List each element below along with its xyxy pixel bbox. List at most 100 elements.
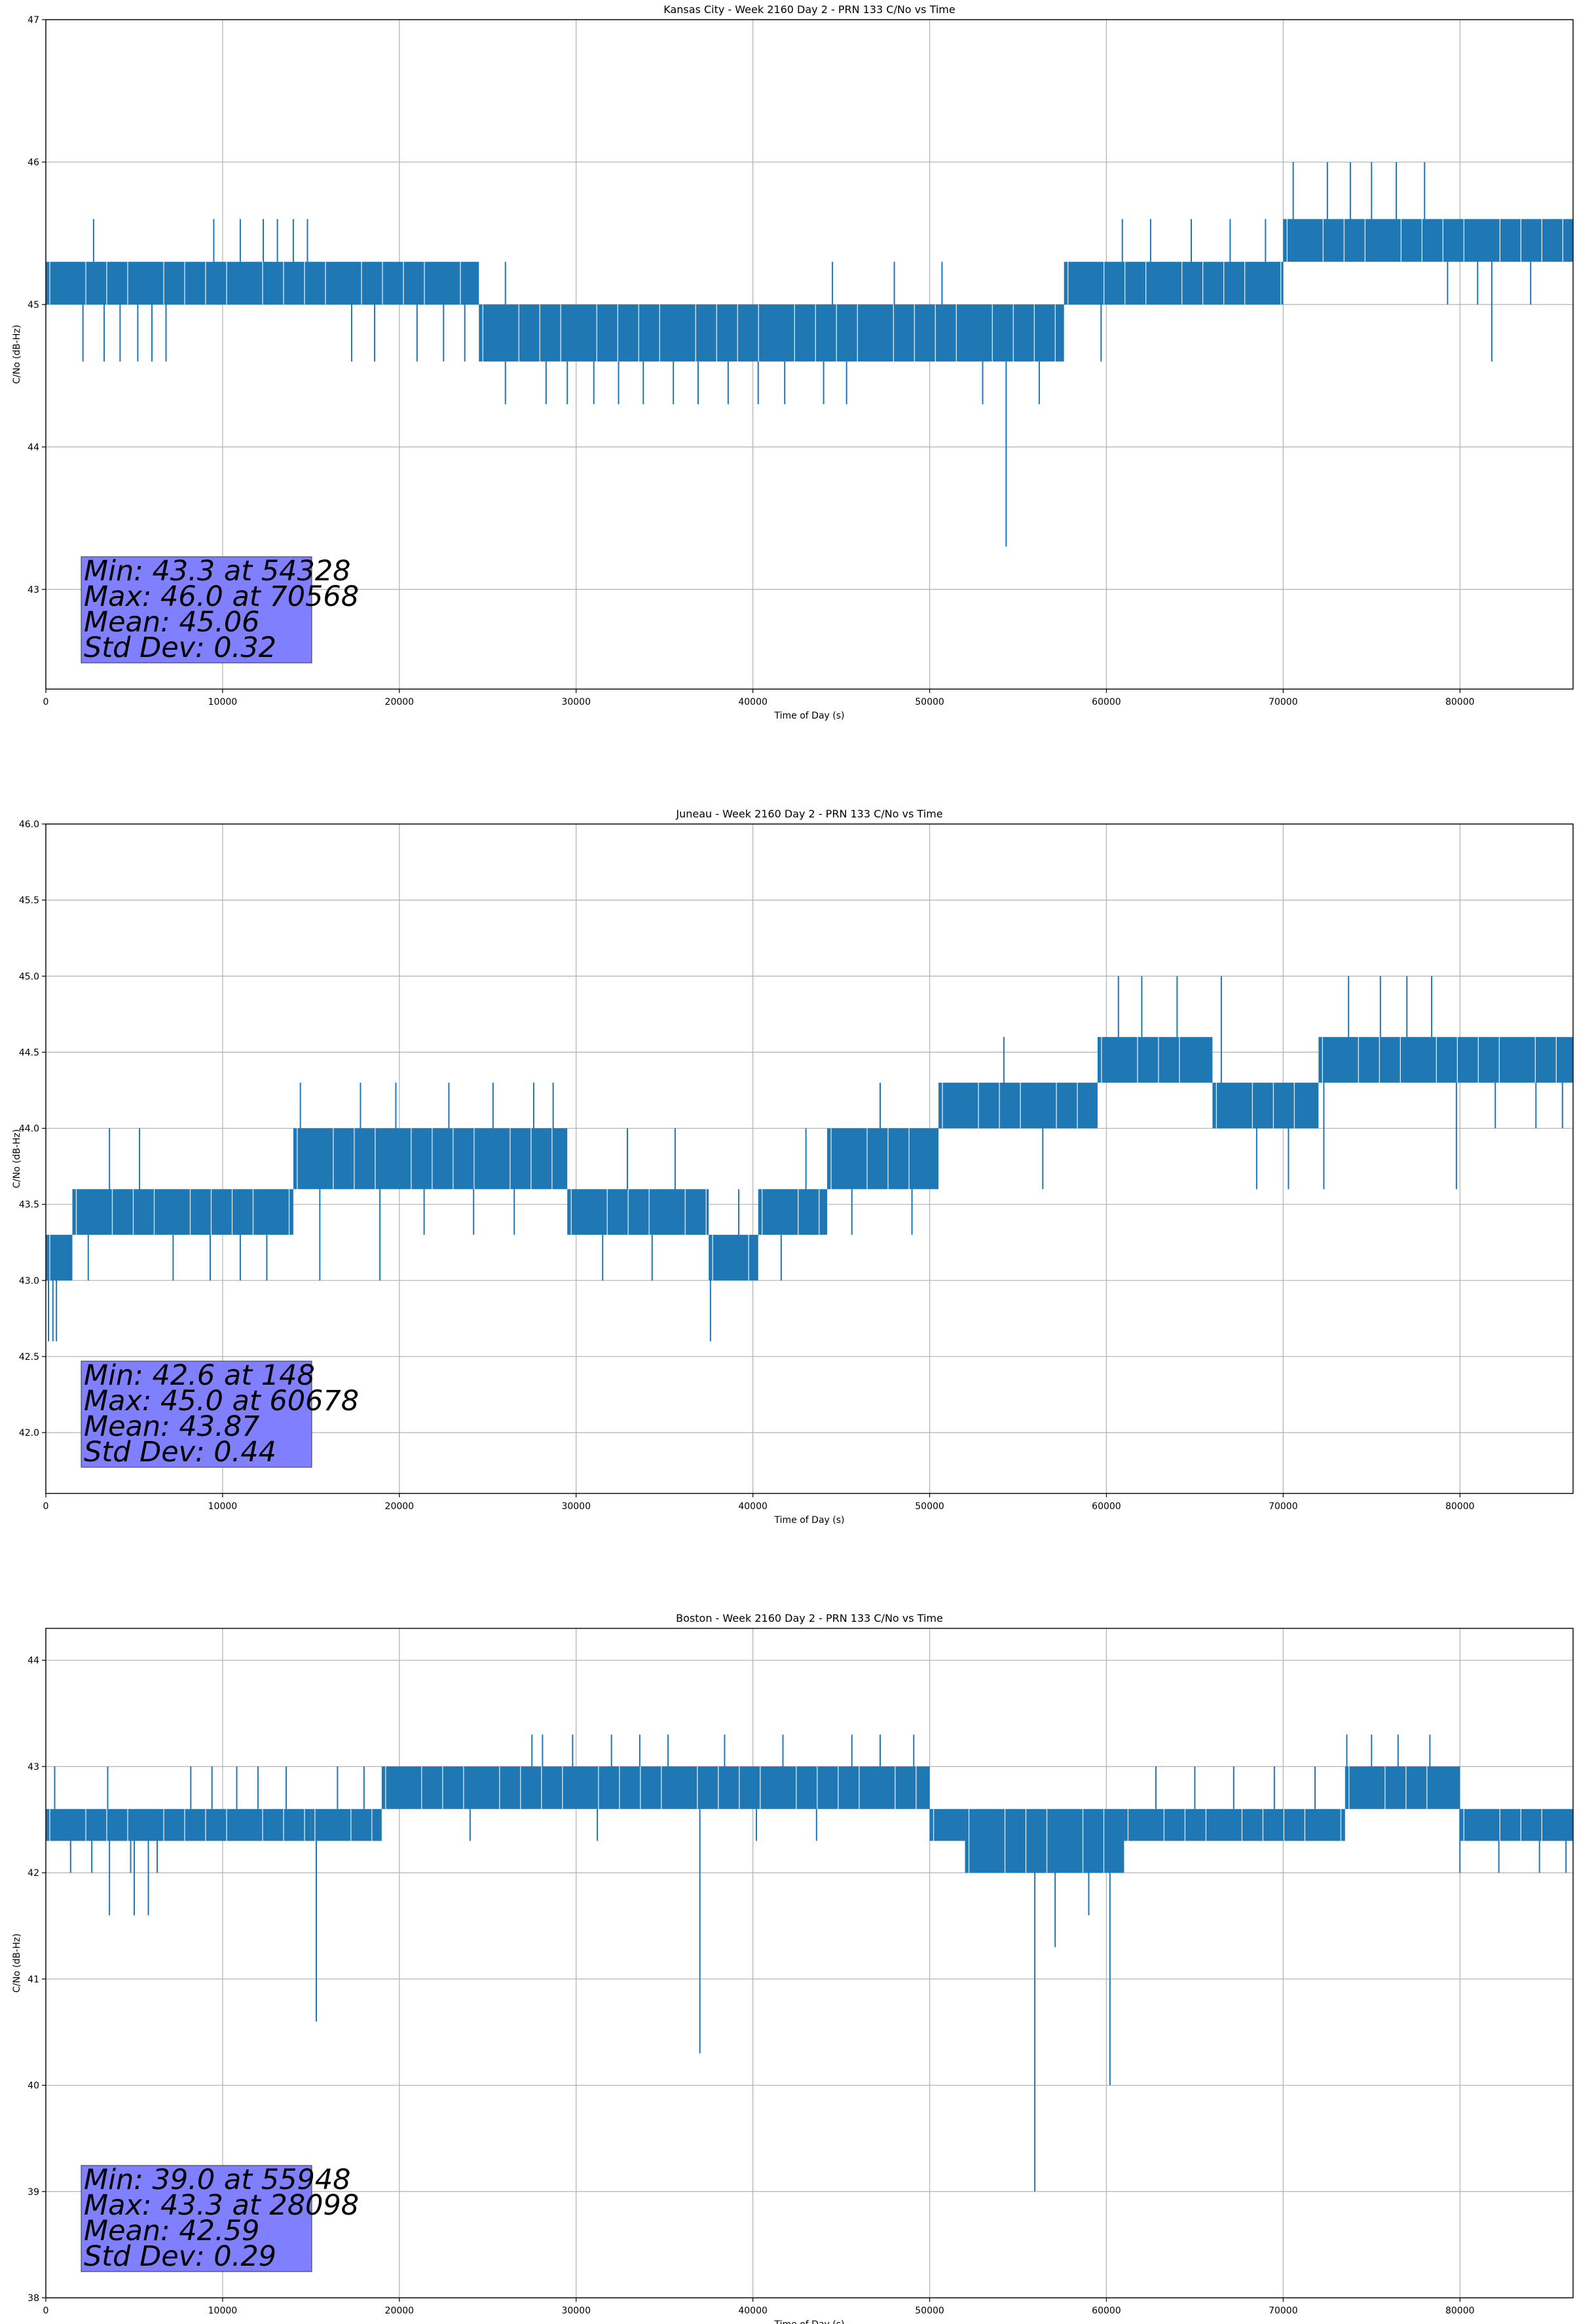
x-tick-label: 80000 [1445, 2306, 1475, 2316]
y-tick-label: 44.0 [19, 1124, 39, 1134]
y-tick-label: 44 [28, 1656, 39, 1666]
x-tick-label: 30000 [561, 1501, 591, 1512]
x-tick-label: 0 [43, 1501, 49, 1512]
stats-line: Max: 45.0 at 60678 [84, 1385, 359, 1417]
stats-line: Min: 42.6 at 148 [84, 1359, 315, 1392]
data-band [567, 1189, 709, 1235]
data-band [1318, 1037, 1573, 1083]
series-line [46, 1734, 1573, 2192]
x-tick-label: 20000 [385, 1501, 415, 1512]
chart-panel-2: 0 10000 20000 30000 40000 50000 60000 70000 8000… [12, 808, 1574, 1526]
data-band [1283, 219, 1573, 262]
x-tick-label: 40000 [738, 2306, 768, 2316]
chart-title: Kansas City - Week 2160 Day 2 - PRN 133 … [663, 3, 955, 16]
stats-line: Mean: 42.59 [84, 2215, 259, 2247]
data-band [1097, 1037, 1213, 1083]
data-band [293, 1128, 568, 1190]
data-band [72, 1189, 293, 1235]
data-band [758, 1189, 827, 1235]
stats-line: Mean: 45.06 [84, 606, 259, 639]
y-tick-label: 42.5 [19, 1352, 39, 1362]
y-tick-label: 41 [28, 1974, 39, 1985]
y-axis-label: C/No (dB-Hz) [12, 325, 22, 384]
x-tick-label: 10000 [208, 2306, 238, 2316]
y-tick-label: 44.5 [19, 1047, 39, 1058]
data-band [479, 304, 1064, 362]
x-tick-label: 50000 [915, 697, 944, 707]
y-tick-label: 45.0 [19, 971, 39, 982]
stats-line: Max: 46.0 at 70568 [84, 580, 359, 613]
data-band [1460, 1809, 1573, 1841]
x-axis-label: Time of Day (s) [774, 711, 845, 721]
chart-title: Juneau - Week 2160 Day 2 - PRN 133 C/No … [675, 808, 942, 820]
x-tick-label: 80000 [1445, 697, 1475, 707]
y-tick-label: 45 [28, 300, 39, 310]
series-line [46, 976, 1573, 1341]
data-band [46, 1235, 73, 1281]
stats-line: Min: 43.3 at 54328 [84, 555, 351, 588]
data-band [1345, 1766, 1460, 1809]
stats-line: Min: 39.0 at 55948 [84, 2164, 351, 2196]
stats-line: Max: 43.3 at 28098 [84, 2189, 359, 2222]
x-tick-label: 10000 [208, 1501, 238, 1512]
stats-line: Mean: 43.87 [84, 1410, 259, 1443]
y-tick-label: 43.5 [19, 1200, 39, 1210]
data-band [826, 1128, 939, 1190]
y-tick-label: 40 [28, 2081, 39, 2091]
y-axis-label: C/No (dB-Hz) [12, 1129, 22, 1188]
x-tick-label: 50000 [915, 1501, 944, 1512]
x-tick-label: 70000 [1269, 2306, 1298, 2316]
x-tick-label: 60000 [1092, 1501, 1121, 1512]
data-band [46, 1809, 311, 1841]
chart-panel-1: 0 10000 20000 30000 40000 50000 60000 70000 8000… [12, 3, 1574, 721]
data-band [1064, 261, 1284, 305]
y-tick-label: 39 [28, 2187, 39, 2198]
stats-box [81, 1360, 312, 1468]
y-tick-label: 45.5 [19, 895, 39, 906]
y-tick-label: 38 [28, 2293, 39, 2304]
axes-frame [45, 19, 1574, 690]
y-tick-label: 46.0 [19, 819, 39, 830]
axes-frame [45, 1628, 1574, 2298]
y-tick-label: 43 [28, 1762, 39, 1772]
x-tick-label: 30000 [561, 697, 591, 707]
y-axis-label: C/No (dB-Hz) [12, 1934, 22, 1993]
x-tick-label: 60000 [1092, 2306, 1121, 2316]
y-tick-label: 47 [28, 15, 39, 26]
y-tick-label: 44 [28, 442, 39, 453]
x-tick-label: 20000 [385, 697, 415, 707]
y-tick-label: 42 [28, 1868, 39, 1879]
x-tick-label: 40000 [738, 1501, 768, 1512]
y-tick-label: 46 [28, 157, 39, 168]
x-tick-label: 10000 [208, 697, 238, 707]
stats-box [81, 556, 312, 664]
x-axis-label: Time of Day (s) [774, 1515, 845, 1526]
x-tick-label: 20000 [385, 2306, 415, 2316]
data-band [709, 1235, 758, 1281]
chart-panel-3: 0 10000 20000 30000 40000 50000 60000 70000 8000… [12, 1612, 1574, 2324]
x-tick-label: 40000 [738, 697, 768, 707]
x-tick-label: 80000 [1445, 1501, 1475, 1512]
data-band [929, 1809, 965, 1841]
data-band [1124, 1809, 1345, 1841]
x-tick-label: 0 [43, 2306, 49, 2316]
y-tick-label: 42.0 [19, 1428, 39, 1438]
x-tick-label: 30000 [561, 2306, 591, 2316]
x-tick-label: 70000 [1269, 697, 1298, 707]
x-axis-label: Time of Day (s) [774, 2319, 845, 2324]
stats-line: Std Dev: 0.44 [84, 1436, 276, 1469]
stats-line: Std Dev: 0.29 [84, 2240, 276, 2273]
chart-title: Boston - Week 2160 Day 2 - PRN 133 C/No … [676, 1612, 943, 1624]
data-band [310, 1809, 382, 1841]
data-band [965, 1809, 1124, 1873]
axes-frame [45, 823, 1574, 1494]
y-tick-label: 43 [28, 585, 39, 595]
y-tick-label: 43.0 [19, 1276, 39, 1286]
x-tick-label: 50000 [915, 2306, 944, 2316]
stats-box [81, 2165, 312, 2272]
data-band [1212, 1082, 1319, 1129]
x-tick-label: 0 [43, 697, 49, 707]
data-band [938, 1082, 1098, 1129]
series-line [46, 162, 1573, 547]
